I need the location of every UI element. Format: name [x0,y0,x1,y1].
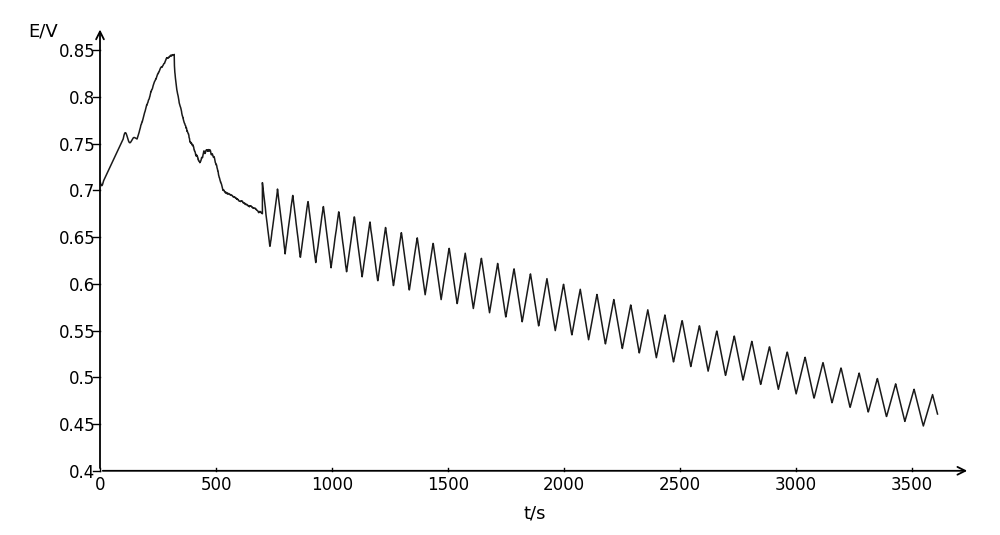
Y-axis label: E/V: E/V [29,22,58,40]
X-axis label: t/s: t/s [524,505,546,523]
